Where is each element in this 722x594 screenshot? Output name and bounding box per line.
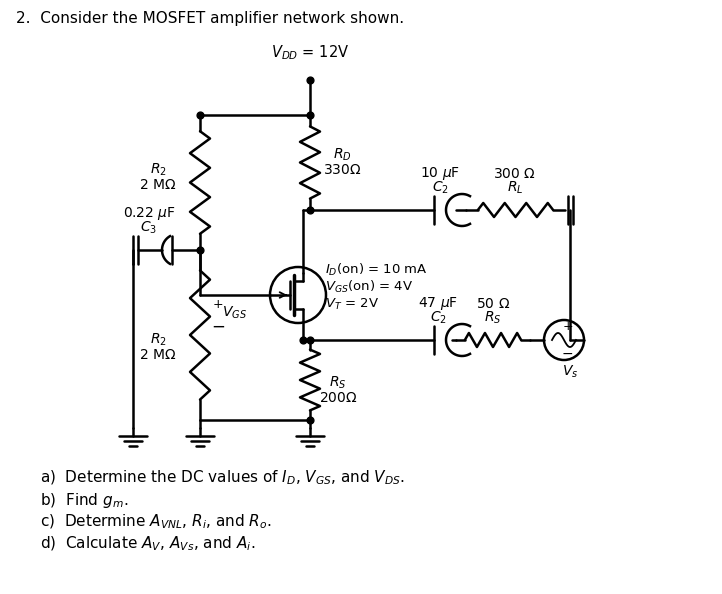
Text: $V_{GS}$(on) = 4V: $V_{GS}$(on) = 4V — [325, 279, 413, 295]
Text: $V_T$ = 2V: $V_T$ = 2V — [325, 296, 379, 311]
Text: $V_{DD}$ = 12V: $V_{DD}$ = 12V — [271, 43, 349, 62]
Text: 200$\Omega$: 200$\Omega$ — [318, 391, 357, 405]
Text: $R_D$: $R_D$ — [333, 147, 352, 163]
Text: $R_L$: $R_L$ — [507, 180, 523, 196]
Text: 47 $\mu$F: 47 $\mu$F — [418, 295, 458, 312]
Text: $R_2$: $R_2$ — [149, 162, 167, 178]
Text: $R_S$: $R_S$ — [484, 310, 502, 326]
Text: $C_3$: $C_3$ — [141, 220, 157, 236]
Text: a)  Determine the DC values of $I_D$, $V_{GS}$, and $V_{DS}$.: a) Determine the DC values of $I_D$, $V_… — [40, 469, 405, 487]
Text: d)  Calculate $A_V$, $A_{Vs}$, and $A_i$.: d) Calculate $A_V$, $A_{Vs}$, and $A_i$. — [40, 535, 256, 553]
Text: 10 $\mu$F: 10 $\mu$F — [420, 166, 460, 182]
Text: +: + — [562, 320, 573, 333]
Text: 50 $\Omega$: 50 $\Omega$ — [476, 297, 510, 311]
Text: $C_2$: $C_2$ — [432, 180, 448, 196]
Text: +: + — [213, 299, 223, 311]
Text: $V_{GS}$: $V_{GS}$ — [222, 305, 247, 321]
Text: 2 M$\Omega$: 2 M$\Omega$ — [139, 348, 177, 362]
Text: 0.22 $\mu$F: 0.22 $\mu$F — [123, 206, 175, 223]
Text: −: − — [561, 347, 573, 361]
Text: 2.  Consider the MOSFET amplifier network shown.: 2. Consider the MOSFET amplifier network… — [16, 11, 404, 26]
Text: $V_s$: $V_s$ — [562, 364, 578, 380]
Text: $R_2$: $R_2$ — [149, 332, 167, 348]
Text: 300 $\Omega$: 300 $\Omega$ — [494, 167, 536, 181]
Text: $R_S$: $R_S$ — [329, 375, 347, 391]
Text: 330$\Omega$: 330$\Omega$ — [323, 163, 361, 177]
Text: −: − — [211, 318, 225, 336]
Text: 2 M$\Omega$: 2 M$\Omega$ — [139, 178, 177, 192]
Text: $C_2$: $C_2$ — [430, 310, 446, 326]
Text: $I_D$(on) = 10 mA: $I_D$(on) = 10 mA — [325, 262, 427, 278]
Text: c)  Determine $A_{VNL}$, $R_i$, and $R_o$.: c) Determine $A_{VNL}$, $R_i$, and $R_o$… — [40, 513, 271, 531]
Text: b)  Find $g_m$.: b) Find $g_m$. — [40, 491, 129, 510]
